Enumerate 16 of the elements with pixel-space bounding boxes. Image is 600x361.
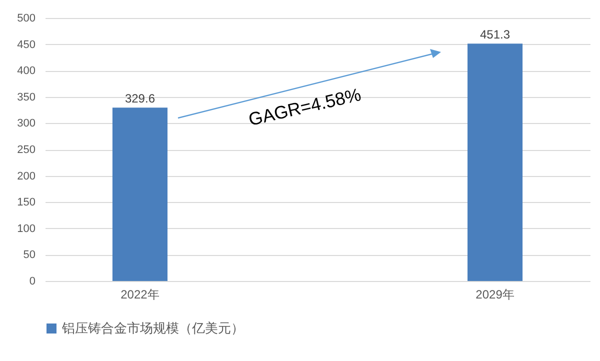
y-tick-label: 500 [17, 12, 36, 24]
y-tick-label: 450 [17, 38, 36, 51]
y-tick-label: 400 [17, 65, 36, 78]
y-tick-label: 50 [23, 249, 36, 262]
data-label: 329.6 [124, 92, 156, 106]
y-tick-label: 200 [17, 170, 36, 182]
y-tick-label: 100 [17, 222, 36, 235]
y-tick-label: 0 [29, 276, 36, 288]
y-tick-label: 250 [17, 144, 36, 156]
legend-label: 铝压铸合金市场规模（亿美元） [61, 320, 244, 336]
x-tick-label: 2029年 [476, 288, 514, 302]
y-tick-label: 150 [17, 196, 36, 209]
data-label: 451.3 [480, 28, 510, 42]
y-tick-label: 350 [17, 91, 36, 104]
y-tick-label: 300 [17, 118, 36, 130]
x-tick-label: 2022年 [120, 288, 160, 302]
